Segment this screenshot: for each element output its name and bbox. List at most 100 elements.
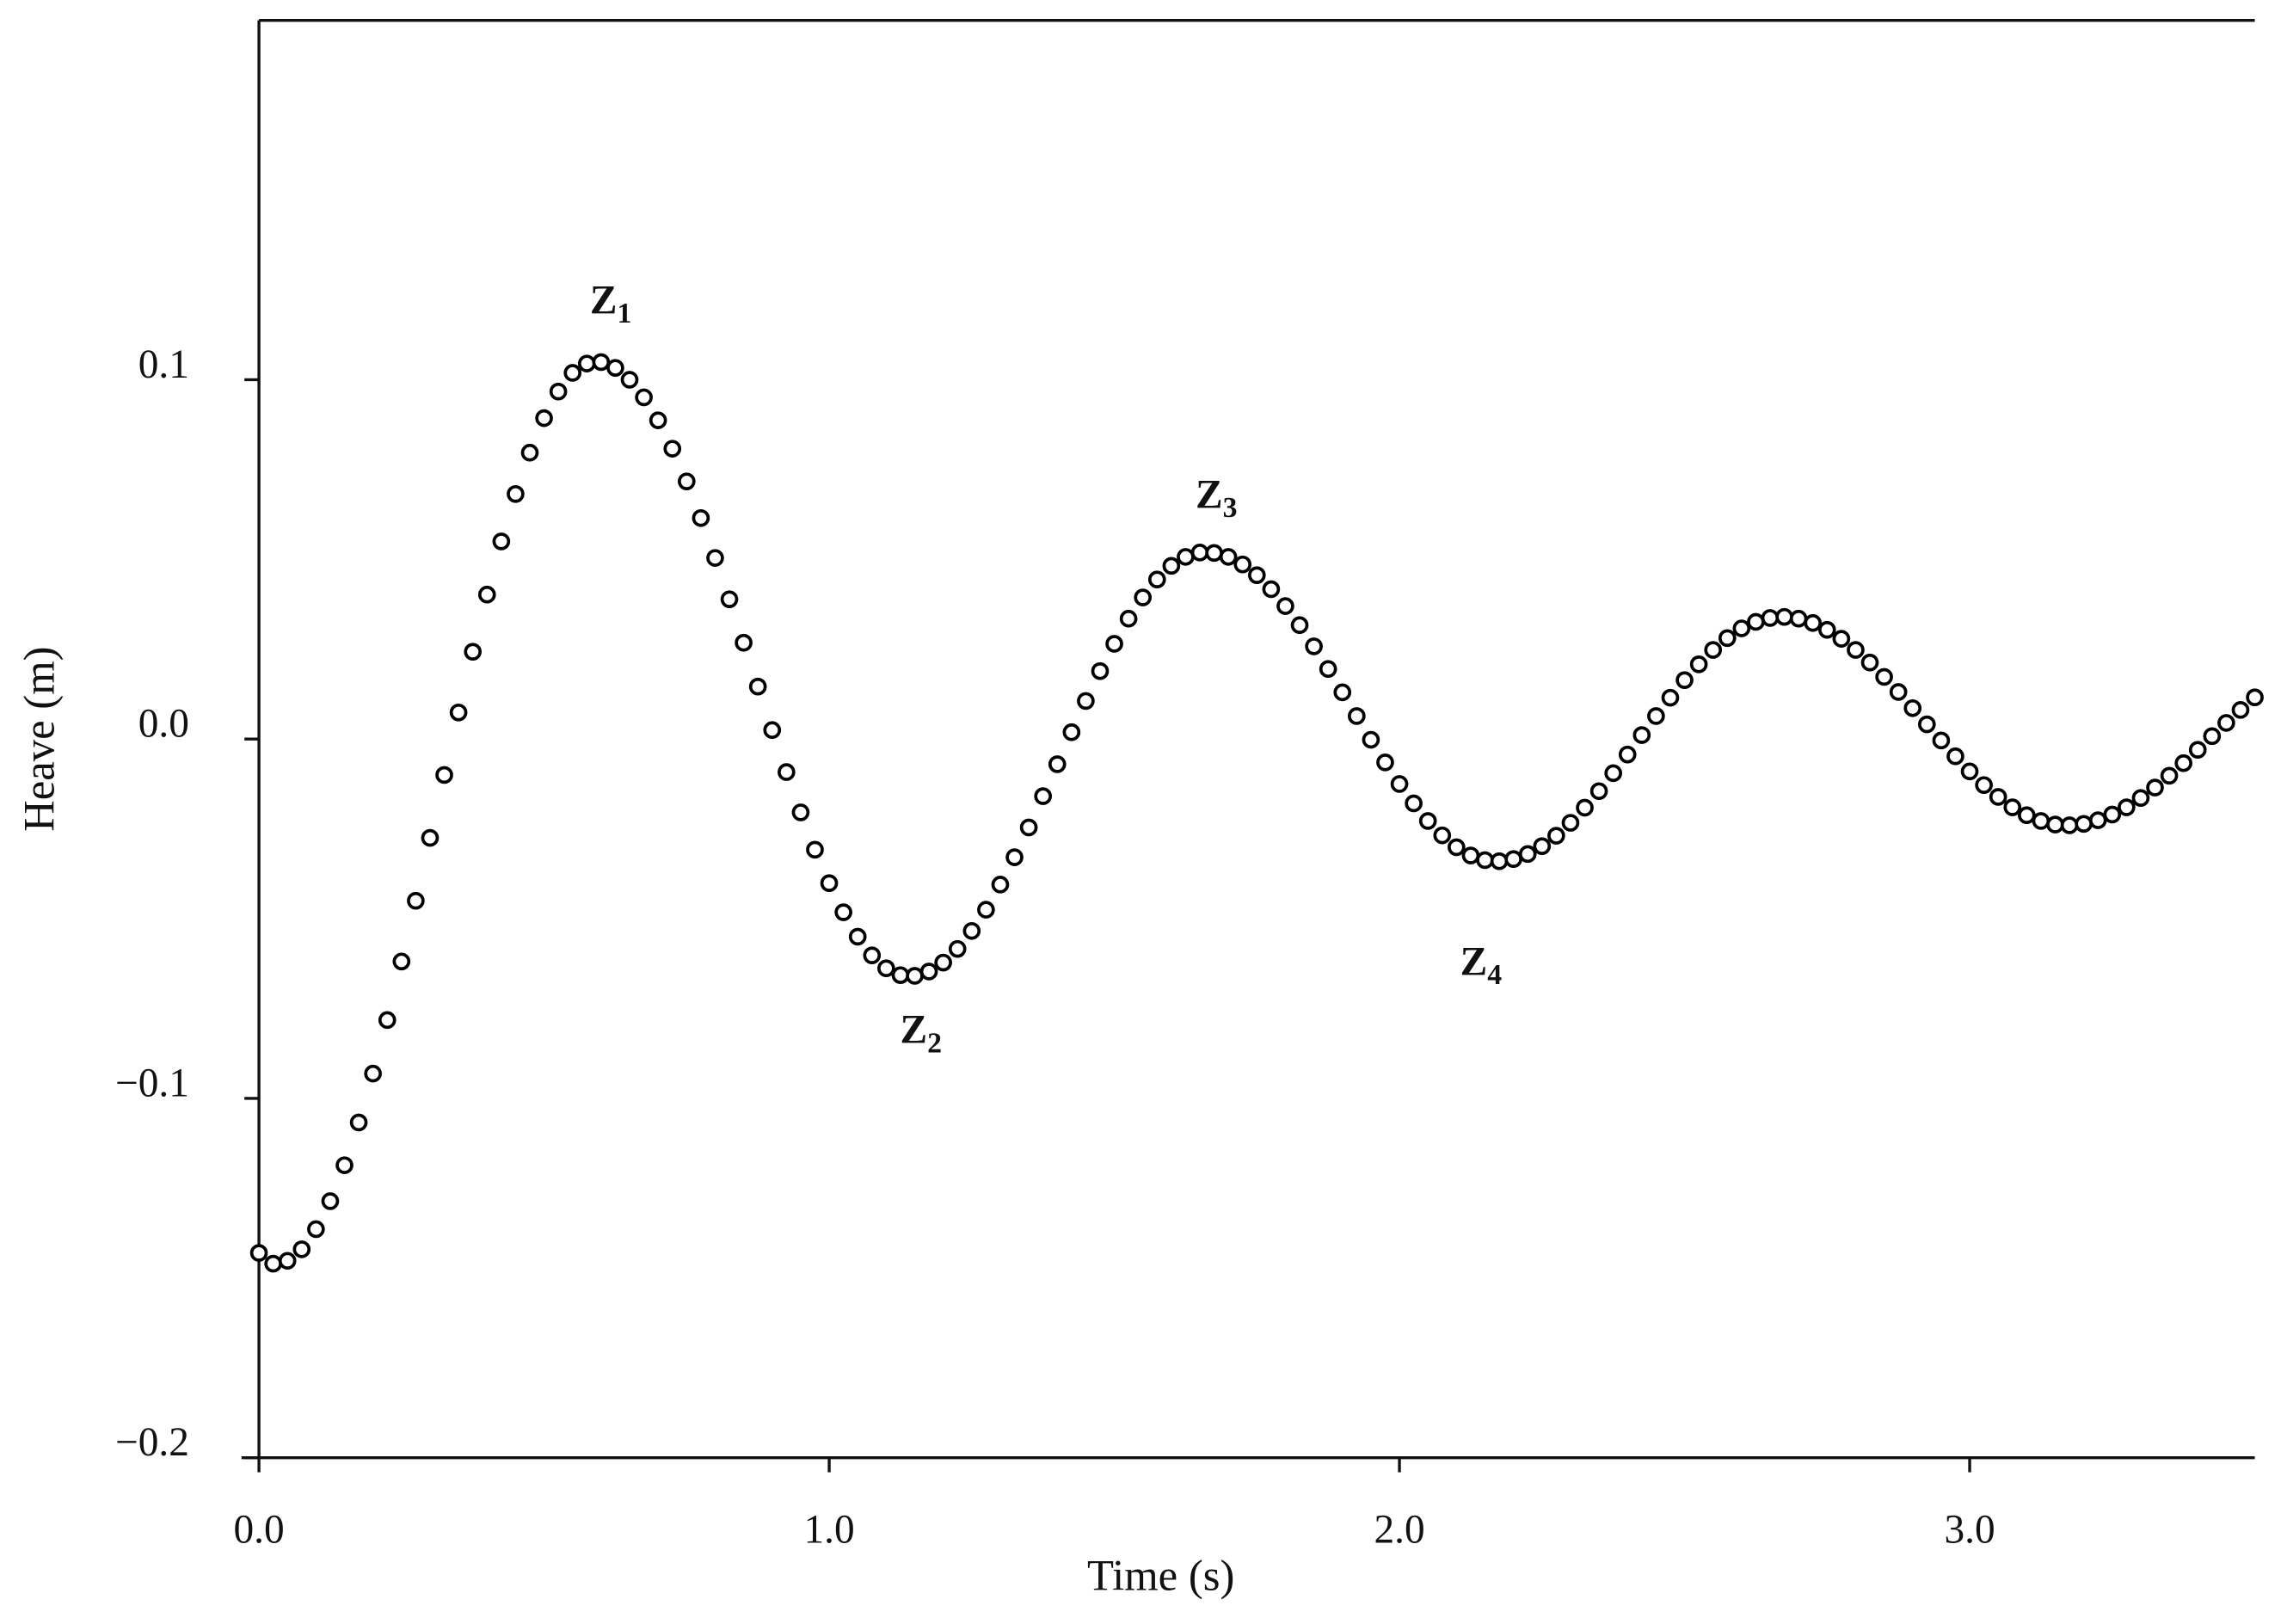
data-point: [549, 382, 568, 401]
data-point: [635, 388, 653, 407]
data-point: [1333, 683, 1352, 702]
data-point: [1589, 782, 1608, 801]
data-point: [1533, 837, 1552, 855]
data-point: [592, 353, 611, 372]
data-point: [706, 549, 724, 567]
annotation-subscript: 4: [1487, 959, 1502, 991]
data-point: [820, 874, 839, 893]
data-point: [2003, 798, 2022, 816]
data-point: [2246, 688, 2264, 707]
data-point: [2060, 816, 2079, 834]
data-point: [1817, 620, 1836, 639]
data-point: [877, 959, 895, 978]
data-point: [1390, 775, 1409, 793]
data-point: [1747, 612, 1765, 631]
data-point: [1832, 630, 1851, 648]
data-point: [1205, 544, 1223, 563]
data-point: [435, 766, 453, 784]
data-point: [1276, 597, 1294, 615]
data-point: [1932, 731, 1951, 750]
data-point: [1903, 698, 1922, 717]
data-point: [863, 946, 882, 964]
data-point: [1034, 787, 1052, 805]
data-point: [249, 1244, 268, 1262]
data-point: [1561, 814, 1580, 832]
data-point: [1618, 745, 1637, 764]
data-point: [1860, 653, 1879, 672]
data-point: [1576, 798, 1594, 817]
data-point: [663, 440, 682, 458]
data-point: [407, 891, 425, 910]
annotation-subscript: 3: [1223, 492, 1238, 524]
data-point: [2018, 806, 2036, 825]
data-point: [492, 532, 511, 551]
data-point: [1077, 692, 1095, 710]
data-point: [1647, 707, 1665, 725]
data-point: [1604, 764, 1622, 783]
data-point: [991, 876, 1010, 894]
data-point: [477, 585, 496, 604]
data-point: [1632, 726, 1651, 744]
data-point: [1476, 851, 1494, 870]
data-point: [1889, 683, 1908, 701]
data-point: [264, 1254, 282, 1273]
y-tick-label: −0.2: [115, 1420, 189, 1465]
annotation: Z3: [1196, 472, 1237, 523]
x-tick-label: 1.0: [803, 1507, 854, 1552]
data-point: [535, 409, 553, 428]
data-point: [1718, 629, 1737, 648]
data-point: [421, 828, 440, 847]
data-point: [677, 472, 696, 490]
data-point: [1247, 566, 1266, 585]
data-point: [934, 953, 952, 972]
data-point: [1847, 641, 1865, 659]
data-point: [1190, 544, 1209, 562]
data-point: [1732, 619, 1751, 637]
data-point: [1448, 838, 1466, 857]
data-point: [1661, 688, 1680, 707]
data-point: [563, 364, 582, 382]
annotation: Z4: [1460, 939, 1503, 990]
data-point: [1761, 609, 1780, 627]
data-point: [1946, 747, 1964, 766]
data-point: [962, 921, 981, 940]
data-point: [1348, 707, 1366, 725]
x-tick-label: 3.0: [1944, 1507, 1995, 1552]
x-tick-label: 2.0: [1374, 1507, 1424, 1552]
data-point: [791, 803, 810, 821]
data-point: [906, 967, 924, 985]
data-point: [1490, 852, 1509, 870]
data-point: [1305, 637, 1323, 655]
data-point: [2075, 815, 2093, 834]
y-tick-label: −0.1: [115, 1061, 189, 1105]
data-point: [748, 677, 767, 696]
data-point: [763, 721, 782, 740]
data-point: [1147, 570, 1166, 589]
data-point: [378, 1011, 397, 1030]
data-point: [1789, 609, 1808, 628]
data-point: [2188, 741, 2207, 760]
data-point: [948, 939, 967, 958]
data-point: [292, 1240, 311, 1258]
data-point: [1233, 555, 1252, 574]
data-point: [2103, 805, 2122, 824]
data-point: [507, 484, 525, 503]
data-point: [1262, 580, 1281, 599]
data-point: [1775, 607, 1793, 626]
data-point: [735, 633, 753, 652]
data-point: [449, 703, 468, 722]
data-point: [1119, 609, 1138, 628]
data-point: [2046, 815, 2064, 834]
data-point: [278, 1252, 297, 1270]
data-point: [2217, 714, 2235, 732]
data-point: [778, 763, 796, 781]
data-point: [891, 966, 910, 984]
data-point: [2203, 727, 2222, 746]
annotation: Z2: [901, 1008, 942, 1059]
x-axis-title: Time (s): [1087, 1551, 1234, 1599]
data-point: [1019, 818, 1038, 837]
data-point: [692, 508, 710, 527]
data-point: [2131, 789, 2150, 808]
data-point: [649, 411, 667, 429]
